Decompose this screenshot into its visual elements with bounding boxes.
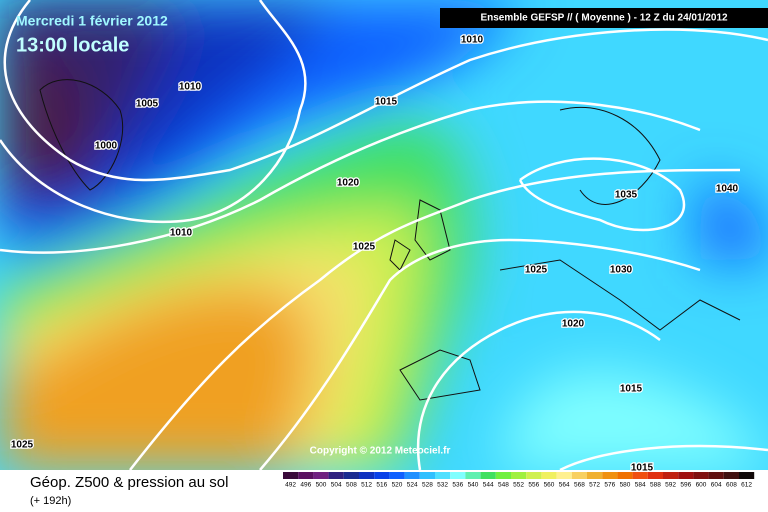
legend-label: 540 (468, 482, 479, 489)
legend-label: 612 (741, 482, 752, 489)
legend-label: 576 (604, 482, 615, 489)
field (0, 0, 768, 470)
legend-label: 568 (574, 482, 585, 489)
legend-label: 600 (696, 482, 707, 489)
run-info: Ensemble GEFSP // ( Moyenne ) - 12 Z du … (480, 13, 728, 24)
isobar-label: 1020 (337, 178, 360, 189)
legend-swatch (283, 472, 299, 479)
isobar-label: 1015 (375, 97, 398, 108)
legend-label: 504 (331, 482, 342, 489)
legend-swatch (450, 472, 466, 479)
legend-swatch (526, 472, 542, 479)
legend-label: 604 (711, 482, 722, 489)
legend-label: 512 (361, 482, 372, 489)
legend-swatch (435, 472, 451, 479)
legend-swatch (678, 472, 694, 479)
isobar-label: 1025 (525, 265, 548, 276)
isobar-label: 1035 (615, 190, 638, 201)
legend-label: 564 (559, 482, 570, 489)
legend-swatch (693, 472, 709, 479)
isobar-label: 1010 (170, 228, 193, 239)
isobar-label: 1010 (179, 82, 202, 93)
legend-swatch (556, 472, 572, 479)
isobar-label: 1025 (11, 440, 34, 451)
legend-label: 516 (376, 482, 387, 489)
legend-swatch (495, 472, 511, 479)
legend-swatch (602, 472, 618, 479)
legend-label: 536 (452, 482, 463, 489)
legend-label: 552 (513, 482, 524, 489)
legend-swatch (480, 472, 496, 479)
isobar-label: 1020 (562, 319, 585, 330)
legend-swatch (647, 472, 663, 479)
legend-label: 548 (498, 482, 509, 489)
legend-label: 528 (422, 482, 433, 489)
legend-swatch (511, 472, 527, 479)
legend-label: 588 (650, 482, 661, 489)
legend-label: 608 (726, 482, 737, 489)
legend-swatch (465, 472, 481, 479)
legend-swatch (587, 472, 603, 479)
legend-label: 584 (635, 482, 646, 489)
legend-swatch (617, 472, 633, 479)
isobar-label: 1030 (610, 265, 633, 276)
isobar-label: 1010 (461, 35, 484, 46)
legend-label: 580 (620, 482, 631, 489)
legend-swatch (632, 472, 648, 479)
legend-label: 496 (300, 482, 311, 489)
legend-swatch (404, 472, 420, 479)
legend-swatch (389, 472, 405, 479)
legend-swatch (723, 472, 739, 479)
isobar-label: 1015 (631, 463, 654, 474)
isobar-label: 1000 (95, 141, 118, 152)
legend-label: 532 (437, 482, 448, 489)
legend-swatch (313, 472, 329, 479)
legend-label: 572 (589, 482, 600, 489)
isobar-label: 1025 (353, 242, 376, 253)
time: 13:00 locale (16, 34, 129, 56)
legend-label: 544 (483, 482, 494, 489)
date: Mercredi 1 février 2012 (16, 13, 168, 29)
legend-swatch (343, 472, 359, 479)
legend-swatch (359, 472, 375, 479)
legend-swatch (374, 472, 390, 479)
legend: 492 496 500 504 508 512 516 520 524 528 532 536 540 5… (283, 472, 755, 489)
footer-title: Géop. Z500 & pression au sol (30, 474, 228, 491)
legend-label: 596 (680, 482, 691, 489)
legend-swatch (541, 472, 557, 479)
isobar-label: 1015 (620, 384, 643, 395)
legend-label: 508 (346, 482, 357, 489)
legend-label: 524 (407, 482, 418, 489)
legend-label: 560 (544, 482, 555, 489)
legend-swatch (419, 472, 435, 479)
isobar-labels: 1010 1010 1005 1000 1015 1020 1010 1025 1035 1040… (10, 33, 740, 475)
legend-swatch (328, 472, 344, 479)
legend-label: 492 (285, 482, 296, 489)
legend-swatch (739, 472, 755, 479)
isobar-label: 1040 (716, 184, 739, 195)
isobar-label: 1005 (136, 99, 159, 110)
legend-swatch (708, 472, 724, 479)
footer-lead: (+ 192h) (30, 495, 71, 507)
legend-label: 500 (316, 482, 327, 489)
legend-label: 556 (528, 482, 539, 489)
legend-swatch (298, 472, 314, 479)
legend-swatch (571, 472, 587, 479)
legend-swatch (663, 472, 679, 479)
copyright: Copyright © 2012 Meteociel.fr (310, 446, 451, 457)
legend-label: 520 (392, 482, 403, 489)
legend-label: 592 (665, 482, 676, 489)
run-box (440, 8, 768, 28)
